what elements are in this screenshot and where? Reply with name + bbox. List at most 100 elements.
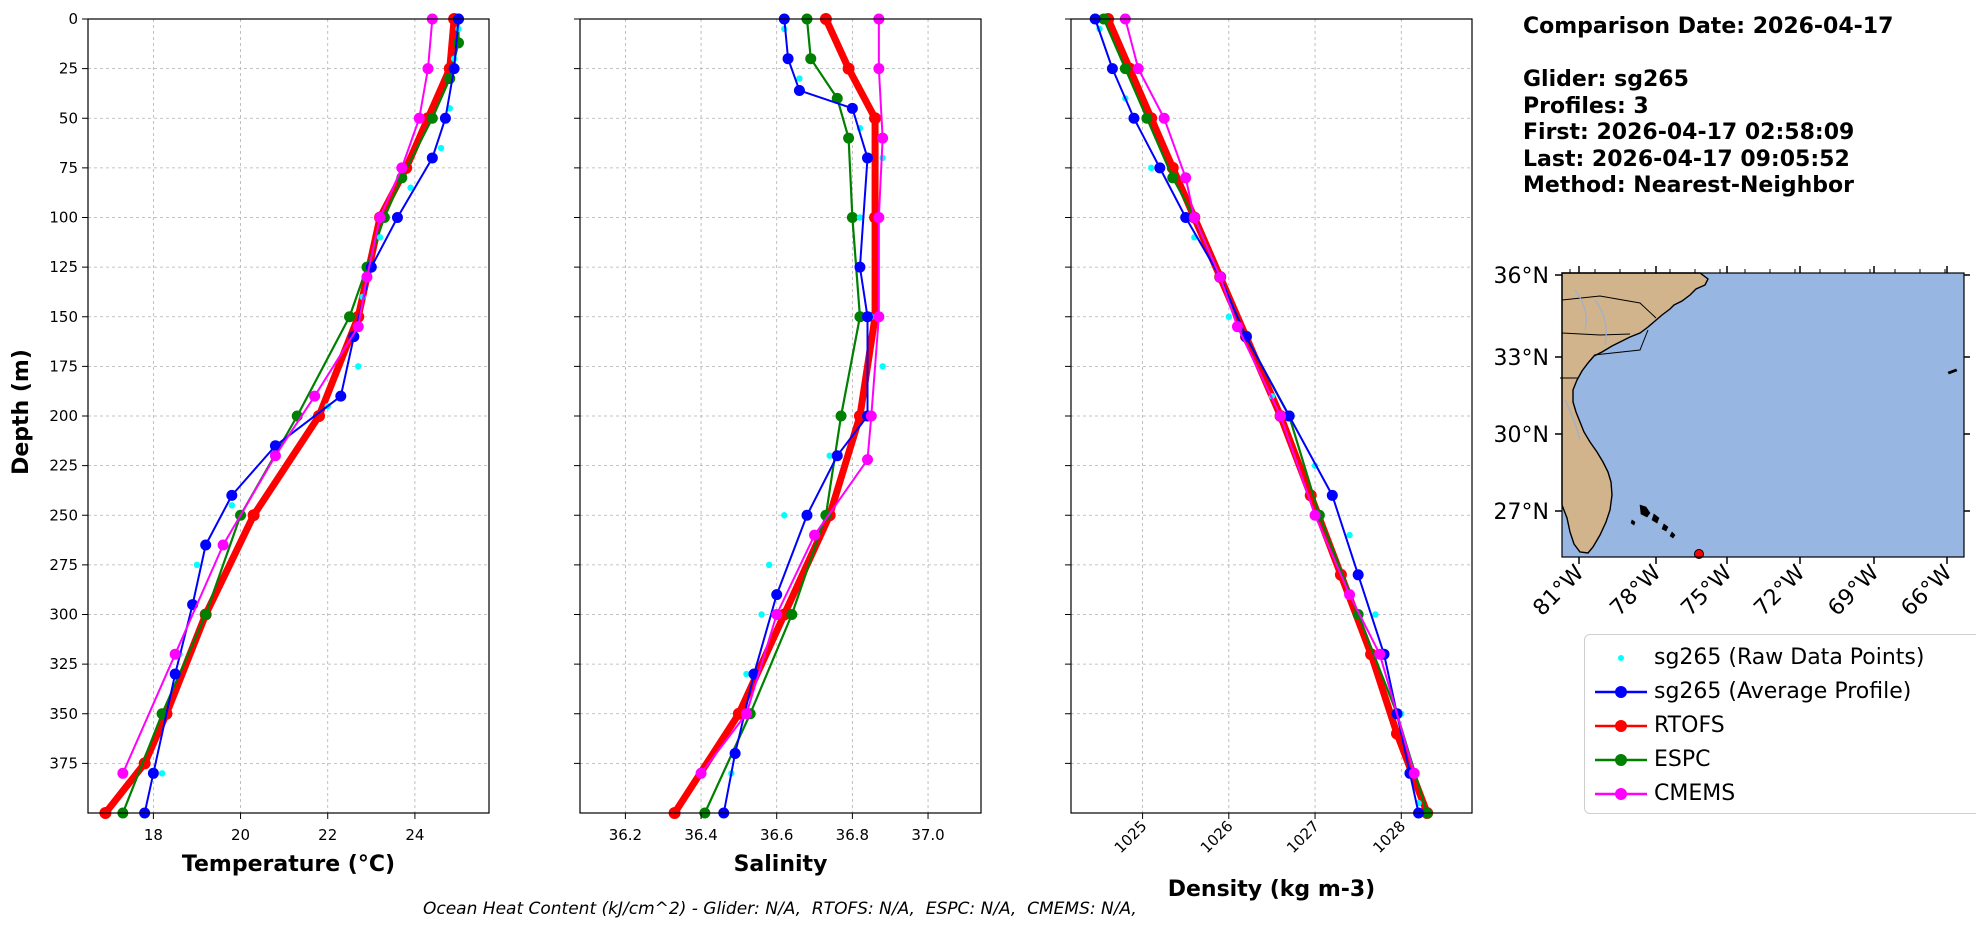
data-point xyxy=(1106,63,1118,75)
data-point xyxy=(452,37,464,49)
data-point xyxy=(1231,321,1243,333)
series-line-cmems xyxy=(700,18,884,775)
data-point xyxy=(309,390,321,402)
data-point xyxy=(169,648,181,660)
data-point xyxy=(873,311,885,323)
data-point xyxy=(1275,410,1287,422)
data-point xyxy=(865,410,877,422)
lon-tick-label: 72°W xyxy=(1750,560,1811,621)
temperature-panel: 0 25 50 75 100 125 150 175 200 225 250 275 300 325 350… xyxy=(49,10,490,877)
y-tick-label: 375 xyxy=(49,754,78,772)
legend-item-cmems: CMEMS xyxy=(1585,777,1976,811)
data-point xyxy=(743,670,750,678)
series-line-rtofs xyxy=(101,15,458,817)
map-rivers xyxy=(1564,289,1607,441)
data-point xyxy=(313,410,326,422)
data-point xyxy=(1180,172,1192,184)
data-point xyxy=(862,311,874,323)
lat-tick-label: 30°N xyxy=(1494,423,1549,448)
y-tick-label: 50 xyxy=(59,109,78,127)
data-point xyxy=(820,509,832,521)
legend-item-espc: ESPC xyxy=(1585,743,1976,777)
data-point xyxy=(846,102,858,114)
legend-marker-average xyxy=(1595,686,1647,698)
data-point xyxy=(831,450,843,462)
data-point xyxy=(1309,509,1321,521)
data-point xyxy=(376,234,384,241)
legend-item-rtofs: RTOFS xyxy=(1585,709,1976,743)
legend-marker-cmems xyxy=(1595,788,1647,800)
last-profile-time: Last: 2026-04-17 09:05:52 xyxy=(1523,146,1850,172)
data-point xyxy=(873,63,885,75)
data-point xyxy=(374,212,386,223)
legend-label: sg265 (Average Profile) xyxy=(1654,679,1912,704)
data-point xyxy=(1167,172,1179,184)
data-point xyxy=(200,609,212,620)
data-point xyxy=(413,112,425,124)
data-point xyxy=(843,132,855,144)
series-line-sg265-average-profile- xyxy=(722,18,869,814)
data-point xyxy=(1346,531,1353,539)
y-tick-label: 225 xyxy=(49,457,78,475)
series-line-cmems xyxy=(1124,18,1416,775)
y-tick-label: 125 xyxy=(49,258,78,276)
data-point xyxy=(426,152,438,164)
y-tick-label: 150 xyxy=(49,308,78,326)
x-axis-label: Temperature (°C) xyxy=(182,852,395,877)
x-tick-label: 36.4 xyxy=(684,826,717,844)
legend-label: sg265 (Raw Data Points) xyxy=(1654,645,1925,670)
data-point xyxy=(1154,162,1166,174)
data-point xyxy=(782,53,794,65)
data-point xyxy=(1283,410,1295,422)
x-tick-label: 24 xyxy=(405,826,424,844)
data-point xyxy=(862,152,874,164)
map-bahamas xyxy=(1630,368,1958,539)
x-tick-label: 22 xyxy=(318,826,337,844)
data-point xyxy=(781,512,788,519)
data-point xyxy=(1372,611,1379,618)
data-point xyxy=(361,271,373,283)
data-point xyxy=(856,214,864,221)
data-point xyxy=(846,212,858,223)
x-axis-label: Salinity xyxy=(734,852,828,877)
data-point xyxy=(805,53,817,65)
map-state-borders xyxy=(1560,295,1657,379)
x-tick-label: 20 xyxy=(231,826,250,844)
y-tick-label: 75 xyxy=(59,159,78,177)
y-tick-label: 275 xyxy=(49,556,78,574)
x-tick-label: 36.2 xyxy=(609,826,642,844)
lon-tick-label: 69°W xyxy=(1824,560,1885,621)
data-point xyxy=(226,489,238,501)
legend-marker-rtofs xyxy=(1595,720,1647,732)
data-point xyxy=(228,502,236,509)
data-point xyxy=(200,539,212,551)
data-point xyxy=(1132,63,1144,75)
x-tick-label: 1025 xyxy=(1111,817,1151,857)
data-point xyxy=(854,311,866,323)
legend-label: CMEMS xyxy=(1654,781,1736,806)
data-point xyxy=(877,132,889,144)
lon-tick-label: 78°W xyxy=(1606,560,1667,621)
lon-tick-label: 66°W xyxy=(1897,560,1958,621)
lon-tick-label: 75°W xyxy=(1677,560,1738,621)
data-point xyxy=(335,390,347,402)
interpolation-method: Method: Nearest-Neighbor xyxy=(1523,173,1854,198)
legend-marker-raw xyxy=(1618,655,1624,661)
data-point xyxy=(1214,271,1226,283)
data-point xyxy=(355,363,362,370)
map-frame xyxy=(1561,272,1965,558)
data-point xyxy=(391,212,403,223)
x-tick-label: 36.8 xyxy=(836,826,869,844)
data-point xyxy=(1408,767,1420,779)
data-point xyxy=(869,112,882,125)
x-tick-label: 1027 xyxy=(1283,817,1323,857)
data-point xyxy=(269,440,281,452)
lat-tick-label: 36°N xyxy=(1494,264,1549,289)
comparison-info: Comparison Date: 2026-04-17 Glider: sg26… xyxy=(1523,14,1893,200)
comparison-date: Comparison Date: 2026-04-17 xyxy=(1523,14,1894,39)
glider-id: Glider: sg265 xyxy=(1523,67,1689,92)
data-point xyxy=(1352,569,1364,581)
glider-position-marker xyxy=(1694,549,1704,559)
legend: sg265 (Raw Data Points) sg265 (Average P… xyxy=(1584,634,1976,814)
data-point xyxy=(439,112,451,124)
